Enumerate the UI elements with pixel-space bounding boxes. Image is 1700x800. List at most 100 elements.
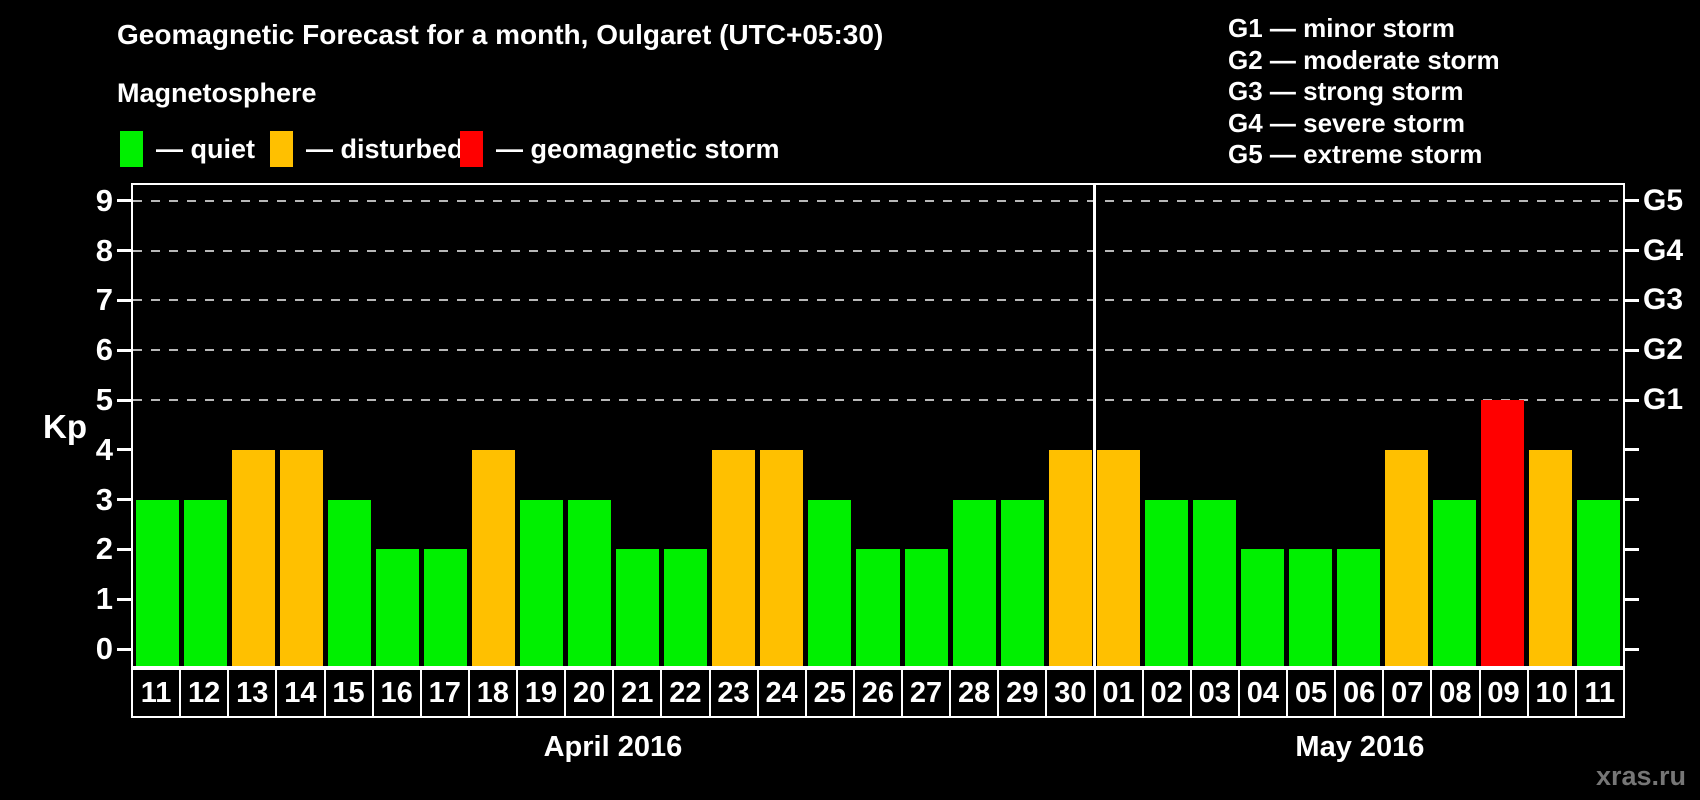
month-label-april: April 2016 [543, 731, 683, 763]
legend-item-storm: — geomagnetic storm [460, 129, 780, 169]
y-tick-right-3 [1625, 498, 1639, 502]
day-label-30: 30 [1045, 668, 1096, 718]
y-tick-right-2 [1625, 547, 1639, 551]
day-label-09: 09 [1478, 668, 1529, 718]
kp-bar-15 [327, 499, 371, 666]
kp-bar-27 [904, 549, 948, 666]
y-tick-left-0 [117, 647, 131, 651]
y-tick-label-3: 3 [95, 481, 113, 517]
y-axis-label: Kp [43, 408, 87, 445]
y-tick-label-9: 9 [95, 182, 113, 218]
day-label-21: 21 [612, 668, 663, 718]
kp-bar-28 [952, 499, 996, 666]
day-label-29: 29 [997, 668, 1048, 718]
plot-area: 0 1 2 3 4 5 6 7 8 9 G1 G2 G3 G4 G5 [96, 183, 1683, 668]
storm-scale-g2: G2 — moderate storm [1228, 44, 1500, 75]
y-tick-right-6 [1625, 348, 1639, 352]
y-tick-right-8 [1625, 249, 1639, 253]
kp-bar-02 [1144, 499, 1188, 666]
kp-bar-25 [808, 499, 852, 666]
kp-bar-16 [375, 549, 419, 666]
y-tick-left-5 [117, 398, 131, 402]
day-label-04: 04 [1237, 668, 1288, 718]
day-label-17: 17 [419, 668, 470, 718]
day-label-07: 07 [1382, 668, 1433, 718]
day-label-23: 23 [708, 668, 759, 718]
gridline-kp6 [133, 349, 1623, 352]
gridline-kp5 [133, 399, 1623, 401]
storm-color-swatch [460, 131, 483, 167]
quiet-color-swatch [120, 131, 143, 167]
y-tick-right-9 [1625, 199, 1639, 203]
day-label-16: 16 [371, 668, 422, 718]
day-label-12: 12 [179, 668, 230, 718]
day-label-08: 08 [1430, 668, 1481, 718]
day-label-row: 11 12 13 14 15 16 17 18 19 20 21 22 23 24 25 26 27 28 29 30… [131, 668, 1625, 718]
watermark: xras.ru [1595, 761, 1686, 791]
y-tick-right-7 [1625, 298, 1639, 302]
y-tick-left-7 [117, 298, 131, 302]
day-label-11: 11 [131, 668, 182, 718]
kp-bar-11 [1577, 499, 1621, 666]
right-axis-label-g4: G4 [1643, 233, 1684, 267]
right-axis-label-g1: G1 [1643, 383, 1684, 416]
legend-label-disturbed: — disturbed [306, 133, 464, 164]
y-tick-left-9 [117, 199, 131, 203]
kp-bar-18 [471, 449, 515, 666]
y-tick-label-7: 7 [95, 282, 113, 318]
y-tick-right-1 [1625, 597, 1639, 601]
gridline-kp8 [133, 249, 1623, 252]
y-tick-label-8: 8 [95, 232, 113, 268]
kp-bar-12 [183, 499, 227, 666]
kp-bar-29 [1000, 499, 1044, 666]
kp-bar-20 [568, 499, 612, 666]
day-label-10: 10 [1526, 668, 1577, 718]
chart-title: Geomagnetic Forecast for a month, Oulgar… [117, 19, 884, 50]
right-axis-label-g3: G3 [1643, 283, 1684, 317]
y-tick-left-3 [117, 498, 131, 502]
kp-bar-10 [1529, 449, 1573, 666]
day-label-18: 18 [467, 668, 518, 718]
day-label-24: 24 [756, 668, 807, 718]
storm-scale-g3: G3 — strong storm [1228, 76, 1464, 106]
kp-bar-03 [1192, 499, 1236, 666]
kp-bar-19 [520, 499, 564, 666]
right-axis-label-g2: G2 [1643, 333, 1684, 367]
y-tick-label-4: 4 [95, 431, 113, 467]
kp-bar-05 [1289, 549, 1333, 666]
kp-bar-22 [664, 549, 708, 666]
day-label-25: 25 [804, 668, 855, 718]
y-tick-left-6 [117, 348, 131, 352]
kp-bar-30 [1048, 449, 1092, 666]
day-label-06: 06 [1334, 668, 1385, 718]
y-tick-left-4 [117, 448, 131, 452]
y-tick-label-6: 6 [95, 332, 113, 368]
kp-bar-24 [760, 449, 804, 666]
day-label-28: 28 [949, 668, 1000, 718]
kp-bar-23 [712, 449, 756, 666]
magnetosphere-label: Magnetosphere [117, 78, 317, 108]
kp-bar-09 [1481, 400, 1525, 666]
y-tick-left-1 [117, 597, 131, 601]
y-tick-label-5: 5 [95, 382, 113, 417]
day-label-13: 13 [227, 668, 278, 718]
legend-item-disturbed: — disturbed [270, 129, 464, 169]
day-label-22: 22 [660, 668, 711, 718]
storm-scale-legend: G1 — minor storm G2 — moderate storm G3 … [1228, 13, 1500, 171]
day-label-05: 05 [1286, 668, 1337, 718]
y-tick-right-4 [1625, 448, 1639, 452]
y-tick-label-2: 2 [95, 531, 113, 567]
day-label-03: 03 [1189, 668, 1240, 718]
day-label-20: 20 [564, 668, 615, 718]
day-label-26: 26 [852, 668, 903, 718]
day-label-11: 11 [1574, 668, 1625, 718]
legend-item-quiet: — quiet [120, 129, 255, 169]
kp-bar-01 [1096, 449, 1140, 666]
y-tick-left-8 [117, 249, 131, 253]
month-label-may: May 2016 [1295, 731, 1425, 763]
month-separator [1092, 185, 1096, 666]
kp-bar-08 [1433, 499, 1477, 666]
y-tick-right-0 [1625, 647, 1639, 651]
y-tick-label-1: 1 [95, 581, 113, 617]
